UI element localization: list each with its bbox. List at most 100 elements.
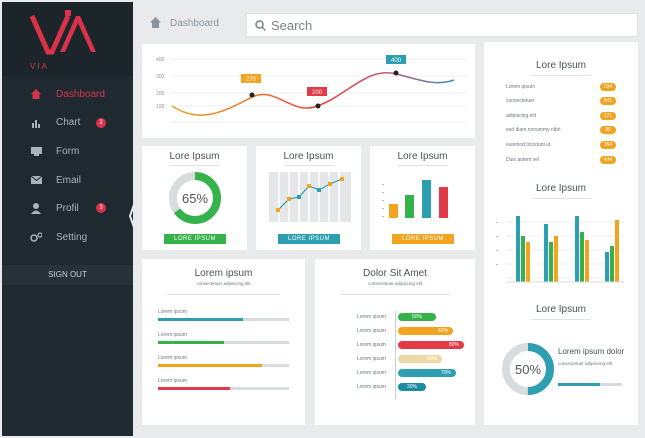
donut-value: 50% — [515, 362, 541, 377]
donut-card: Lore Ipsum 65% LORE IPSUM — [142, 146, 247, 250]
pill-bar: 50% — [398, 313, 436, 321]
pill-card: Dolor Sit Amet consectetuer adipiscing e… — [315, 259, 475, 425]
user-icon — [30, 203, 42, 215]
data-label: 200 — [312, 90, 323, 96]
card-title: Lore Ipsum — [535, 60, 587, 71]
sidebar-item-label: Email — [56, 174, 82, 186]
card-subtitle: consectetuer adipiscing elit — [196, 281, 251, 286]
search-icon — [255, 19, 266, 31]
list-item-label: consectetuer — [506, 98, 535, 104]
email-icon — [30, 174, 42, 186]
progress-label: Lorem ipsum — [158, 309, 187, 315]
y-tick: 200 — [156, 91, 165, 97]
signout-button[interactable]: SIGN OUT — [2, 265, 133, 285]
notification-badge: 2 — [96, 117, 106, 128]
card-title: Lore Ipsum — [283, 151, 334, 162]
card-title: Lore Ipsum — [535, 304, 587, 315]
progress-fill — [158, 387, 230, 390]
divider — [170, 165, 220, 166]
divider — [284, 165, 334, 166]
progress-fill — [158, 364, 262, 367]
pill-bar: 30% — [398, 383, 426, 391]
data-point[interactable] — [315, 103, 321, 109]
divider — [340, 294, 450, 295]
sidebar-item-label: Form — [56, 145, 80, 157]
donut-value: 65% — [182, 191, 208, 206]
list-item-value: 434 — [600, 156, 616, 164]
list-item-value: 541 — [600, 97, 616, 105]
search-input[interactable] — [271, 17, 611, 33]
list-item-value: 121 — [600, 112, 616, 120]
progress-label: Lorem ipsum — [158, 355, 187, 361]
sidebar-item-label: Dashboard — [56, 88, 105, 100]
data-point[interactable] — [249, 92, 255, 98]
progress-fill — [158, 318, 243, 321]
lore-ipsum-button[interactable]: LORE IPSUM — [392, 234, 454, 244]
card-title: Lorem ipsum — [194, 268, 253, 279]
y-tick: 400 — [156, 57, 165, 63]
divider — [531, 319, 591, 320]
divider — [167, 294, 280, 295]
list-item-label: euismod tincidunt ut — [506, 142, 551, 148]
lore-ipsum-button[interactable]: LORE IPSUM — [278, 234, 340, 244]
sidebar-nav: Dashboard Chart 2 Form Email Profil 3 Se… — [2, 80, 133, 252]
divider — [531, 75, 591, 76]
card-title: Lore Ipsum — [535, 183, 587, 194]
collapse-arrow-icon[interactable] — [128, 196, 138, 236]
card-title: Lore Ipsum — [169, 151, 220, 162]
breadcrumb[interactable]: Dashboard — [170, 18, 219, 29]
list-item-value: 034 — [600, 83, 616, 91]
data-point[interactable] — [393, 70, 399, 76]
pill-label: Lorem ipsum — [357, 314, 386, 320]
breadcrumb-home-icon[interactable] — [150, 17, 161, 28]
sidebar: VIA Dashboard Chart 2 Form Email Profil … — [2, 2, 133, 436]
pill-label: Lorem ipsum — [357, 384, 386, 390]
mini-bar-card: Lore Ipsum LORE IPSUM — [370, 146, 475, 250]
progress-label: Lorem ipsum — [158, 332, 187, 338]
card-title: Dolor Sit Amet — [363, 268, 427, 279]
sidebar-item-chart[interactable]: Chart 2 — [2, 109, 133, 138]
axis-line — [395, 311, 396, 399]
logo[interactable]: VIA — [2, 2, 133, 76]
card-title: Lore Ipsum — [397, 151, 448, 162]
gear-icon — [30, 231, 42, 243]
pill-label: Lorem ipsum — [357, 356, 386, 362]
pill-label: Lorem ipsum — [357, 328, 386, 334]
sidebar-item-setting[interactable]: Setting — [2, 223, 133, 252]
bar-chart-icon — [30, 117, 42, 129]
percent-donut: 50% — [502, 343, 554, 395]
search-bar[interactable] — [246, 13, 638, 37]
sidebar-item-form[interactable]: Form — [2, 137, 133, 166]
right-panel: Lore Ipsum Lorem ipsum 034 consectetuer … — [484, 42, 638, 425]
progress-fill — [158, 341, 224, 344]
list-item-value: 90 — [600, 126, 616, 134]
sidebar-item-dashboard[interactable]: Dashboard — [2, 80, 133, 109]
mini-line-card: Lore Ipsum LORE IPSUM — [256, 146, 361, 250]
list-item-label: sed diam nonummy nibh — [506, 127, 561, 133]
progress-fill — [558, 383, 600, 386]
sidebar-item-profil[interactable]: Profil 3 — [2, 194, 133, 223]
line-chart-card: 400 300 200 100 270 200 400 — [142, 44, 475, 138]
pill-bar: 50% — [398, 355, 442, 363]
donut-text: consectetuer adipiscing elit — [558, 361, 613, 366]
data-label: 270 — [246, 77, 257, 83]
lore-ipsum-button[interactable]: LORE IPSUM — [164, 234, 226, 244]
sidebar-item-label: Profil — [56, 203, 79, 215]
pill-label: Lorem ipsum — [357, 370, 386, 376]
divider — [398, 165, 448, 166]
list-item-label: adipiscing elit — [506, 113, 537, 119]
list-item-value: 354 — [600, 141, 616, 149]
sidebar-item-label: Chart — [56, 117, 81, 129]
sidebar-item-email[interactable]: Email — [2, 166, 133, 195]
pill-bar: 60% — [398, 327, 453, 335]
list-item-label: Lorem ipsum — [506, 84, 535, 90]
notification-badge: 3 — [96, 203, 106, 214]
mini-line-chart — [269, 172, 351, 222]
divider — [531, 198, 591, 199]
pill-bar: 80% — [398, 341, 464, 349]
pill-bar: 70% — [398, 369, 456, 377]
form-icon — [30, 145, 42, 157]
progress-card: Lorem ipsum consectetuer adipiscing elit… — [142, 259, 305, 425]
progress-label: Lorem ipsum — [158, 378, 187, 384]
donut-heading: Lorem ipsum dolor — [558, 347, 625, 356]
